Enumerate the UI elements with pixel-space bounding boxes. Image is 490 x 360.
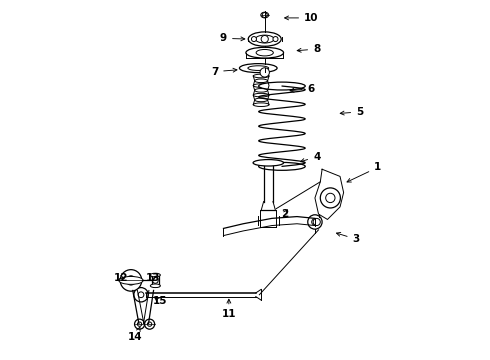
Text: 8: 8 [297,44,320,54]
Circle shape [326,193,335,203]
Circle shape [260,68,270,77]
Ellipse shape [150,284,160,288]
Circle shape [308,215,322,229]
Circle shape [120,270,142,291]
Text: 2: 2 [281,209,288,219]
Text: 13: 13 [147,273,161,283]
Circle shape [135,319,145,329]
Ellipse shape [119,276,143,284]
Ellipse shape [253,93,269,97]
Circle shape [320,188,341,208]
Text: 4: 4 [301,152,320,162]
Ellipse shape [255,79,268,82]
Ellipse shape [261,12,269,18]
Ellipse shape [255,89,268,92]
Text: 5: 5 [340,107,364,117]
Ellipse shape [150,273,160,277]
Circle shape [137,322,142,326]
Text: 11: 11 [221,299,236,319]
Text: 10: 10 [285,13,318,23]
Text: 3: 3 [337,233,360,244]
Ellipse shape [253,159,284,166]
Circle shape [313,219,320,226]
Circle shape [261,36,269,42]
Circle shape [262,13,267,18]
Text: 6: 6 [290,84,315,94]
Circle shape [126,276,136,285]
Circle shape [147,322,152,326]
Ellipse shape [259,162,305,170]
Circle shape [251,37,256,41]
Circle shape [134,288,148,302]
Circle shape [312,219,318,225]
Circle shape [273,37,278,41]
Ellipse shape [255,98,268,102]
Ellipse shape [256,49,273,56]
Ellipse shape [246,47,284,58]
Ellipse shape [248,66,269,71]
Bar [152,275,159,286]
Circle shape [145,319,155,329]
Ellipse shape [259,82,305,90]
Text: 7: 7 [211,67,237,77]
Text: 9: 9 [220,33,245,43]
Text: 1: 1 [347,162,381,182]
Ellipse shape [253,74,269,78]
Circle shape [152,278,158,283]
Text: 14: 14 [128,327,143,342]
Ellipse shape [253,103,269,107]
Ellipse shape [240,64,277,73]
Text: 12: 12 [114,273,128,283]
Ellipse shape [253,84,269,87]
Ellipse shape [255,35,274,43]
Circle shape [138,292,144,298]
Ellipse shape [248,32,281,46]
Text: 15: 15 [152,296,167,306]
